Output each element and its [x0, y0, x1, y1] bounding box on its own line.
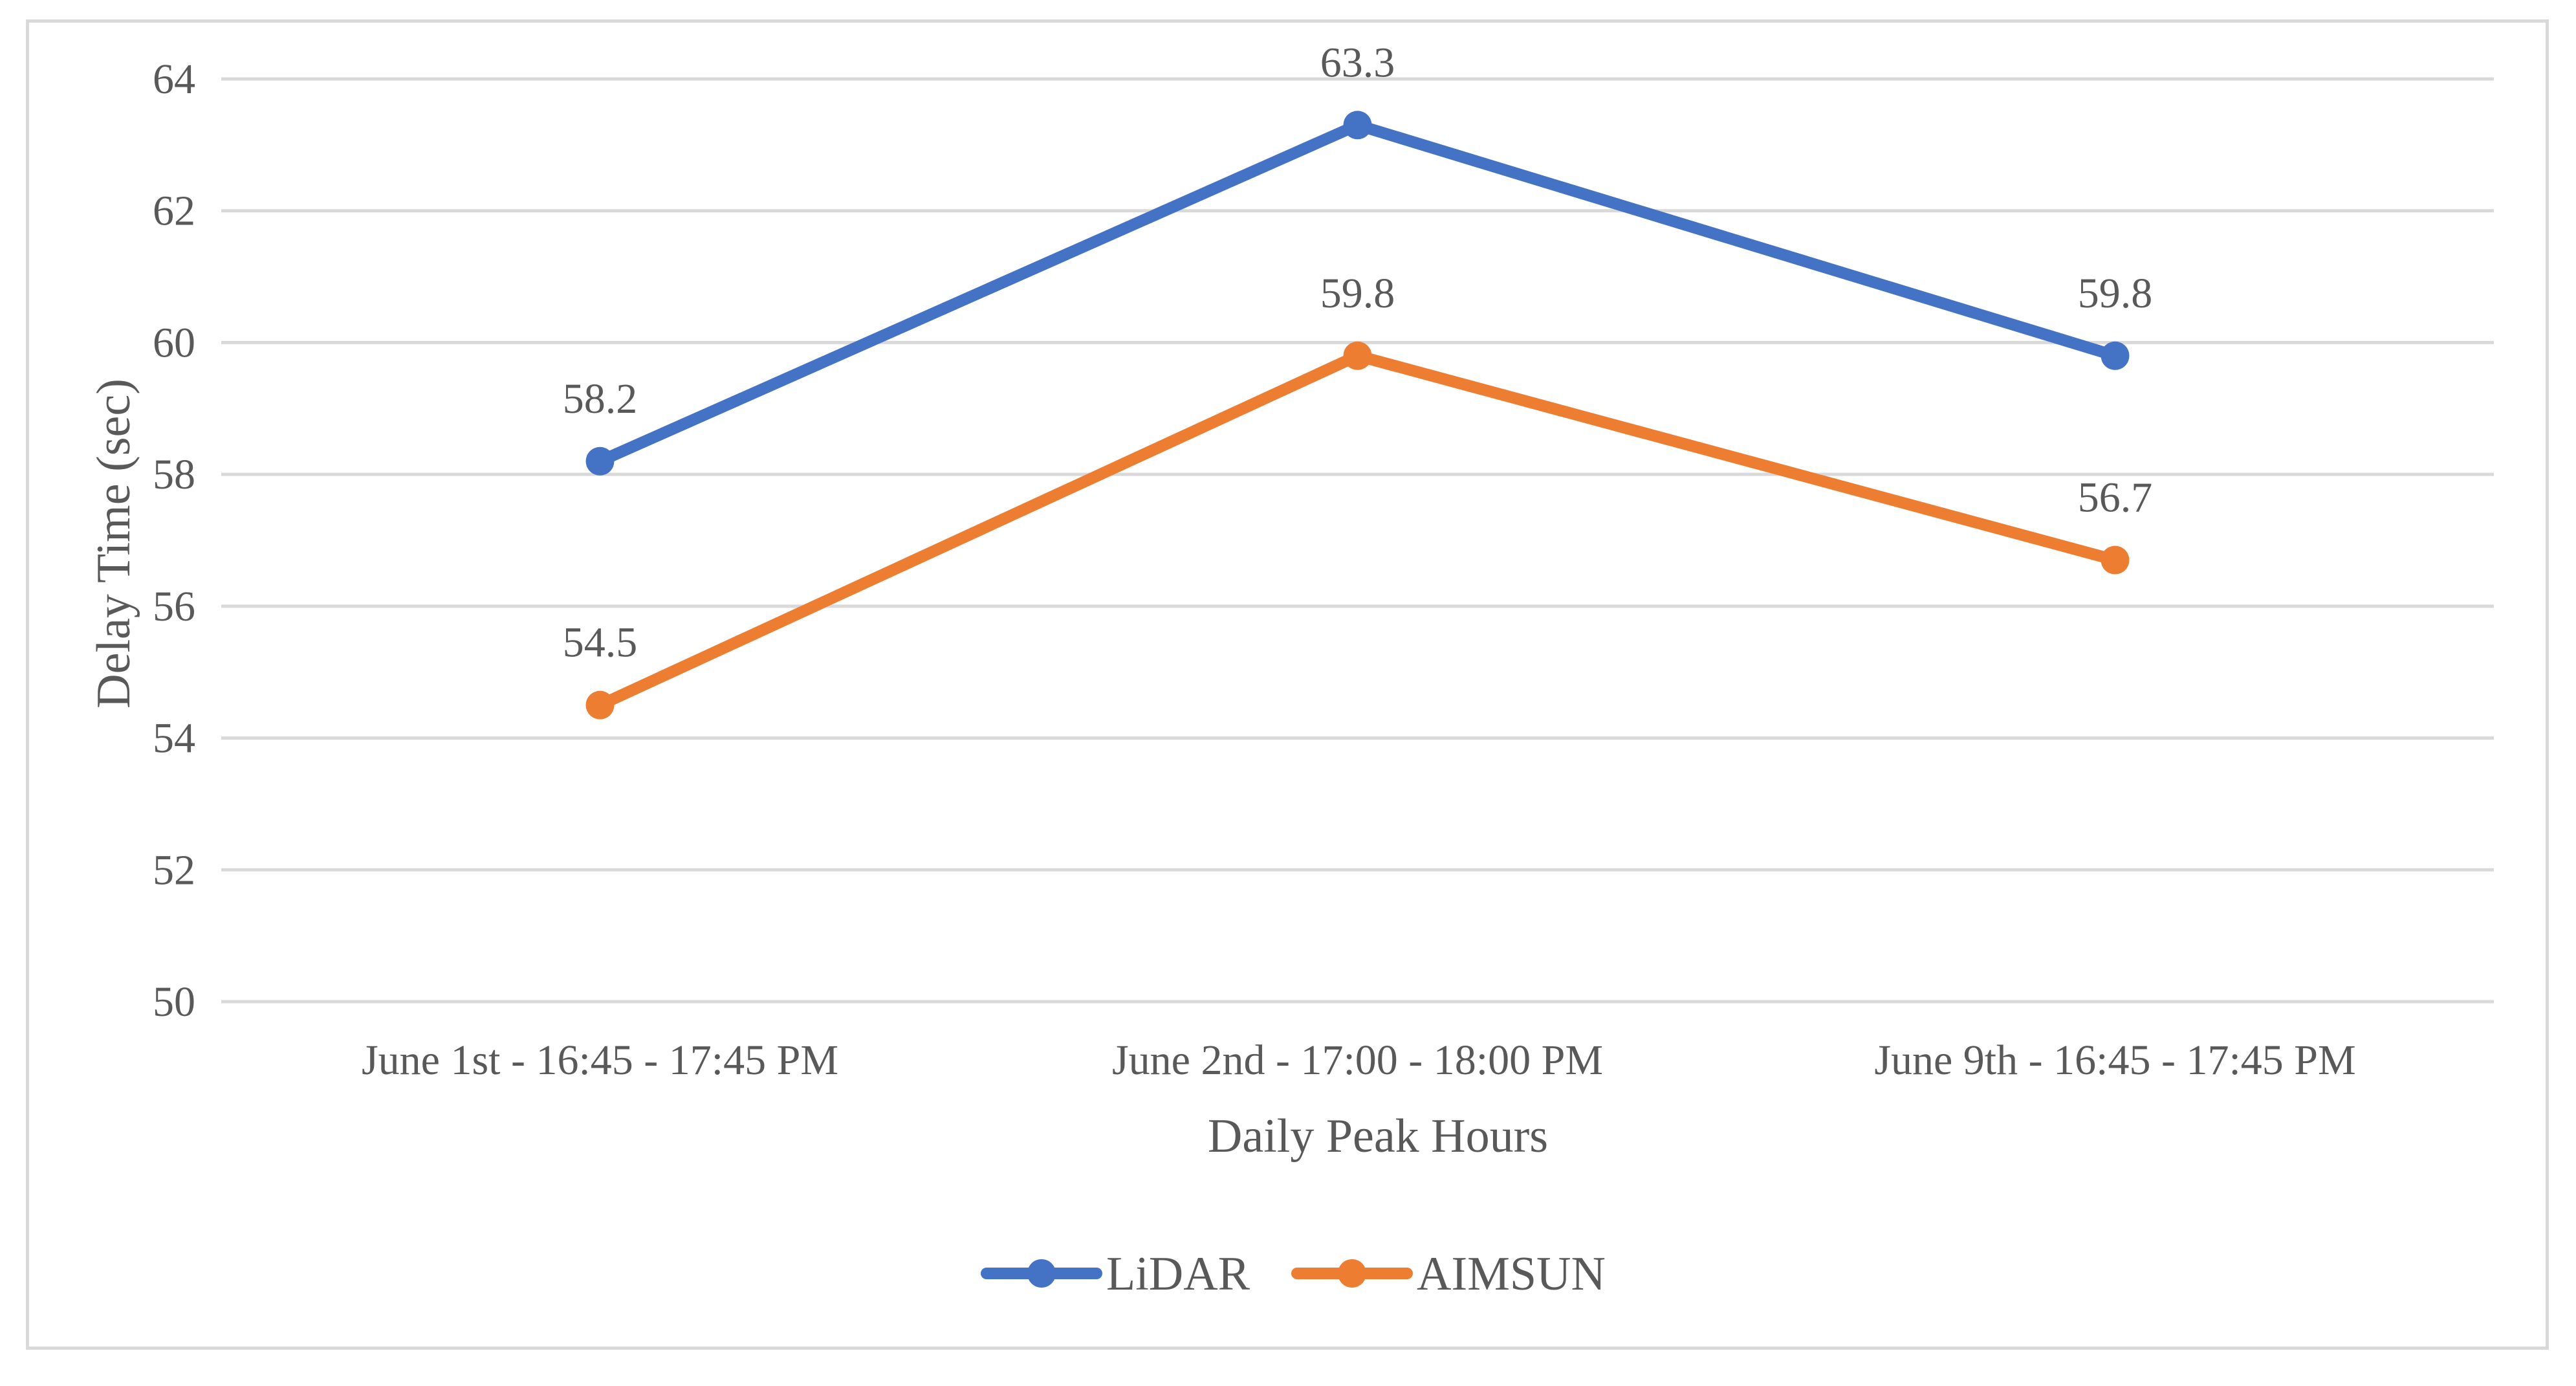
data-label-aimsun: 59.8	[1320, 270, 1395, 317]
data-label-aimsun: 54.5	[563, 619, 638, 666]
x-axis-ticks: June 1st - 16:45 - 17:45 PM June 2nd - 17…	[362, 1037, 2356, 1084]
data-label-lidar: 58.2	[563, 375, 638, 423]
data-labels: 58.2 63.3 59.8 54.5 59.8 56.7	[563, 39, 2153, 666]
data-point-aimsun	[585, 690, 615, 720]
data-point-lidar	[2101, 341, 2130, 370]
y-tick-label: 60	[153, 319, 195, 366]
y-tick-label: 56	[153, 583, 195, 630]
x-tick-label: June 2nd - 17:00 - 18:00 PM	[1112, 1037, 1603, 1084]
gridlines	[221, 77, 2494, 1004]
y-tick-label: 54	[153, 715, 195, 762]
y-axis-ticks: 50 52 54 56 58 60 62 64	[153, 56, 195, 1026]
legend: LiDAR AIMSUN	[981, 1248, 1606, 1301]
data-label-lidar: 59.8	[2078, 270, 2153, 317]
data-point-aimsun	[2101, 545, 2130, 575]
data-point-aimsun	[1343, 341, 1372, 370]
legend-marker-lidar	[1027, 1259, 1056, 1288]
chart-frame	[26, 19, 2549, 1350]
y-tick-label: 50	[153, 978, 195, 1026]
x-tick-label: June 9th - 16:45 - 17:45 PM	[1874, 1037, 2355, 1084]
y-axis-title: Delay Time (sec)	[87, 379, 140, 709]
data-point-lidar	[1343, 111, 1372, 140]
y-tick-label: 52	[153, 846, 195, 894]
data-label-aimsun: 56.7	[2078, 474, 2153, 522]
x-tick-label: June 1st - 16:45 - 17:45 PM	[362, 1037, 838, 1084]
series-group	[585, 111, 2130, 720]
legend-label-lidar: LiDAR	[1106, 1248, 1250, 1301]
legend-label-aimsun: AIMSUN	[1417, 1248, 1606, 1301]
data-point-lidar	[585, 446, 615, 476]
legend-marker-aimsun	[1338, 1259, 1366, 1288]
y-tick-label: 58	[153, 451, 195, 498]
y-tick-label: 62	[153, 188, 195, 235]
series-line-aimsun	[594, 349, 2121, 711]
y-tick-label: 64	[153, 56, 195, 103]
data-label-lidar: 63.3	[1320, 39, 1395, 86]
x-axis-title: Daily Peak Hours	[1208, 1110, 1548, 1163]
